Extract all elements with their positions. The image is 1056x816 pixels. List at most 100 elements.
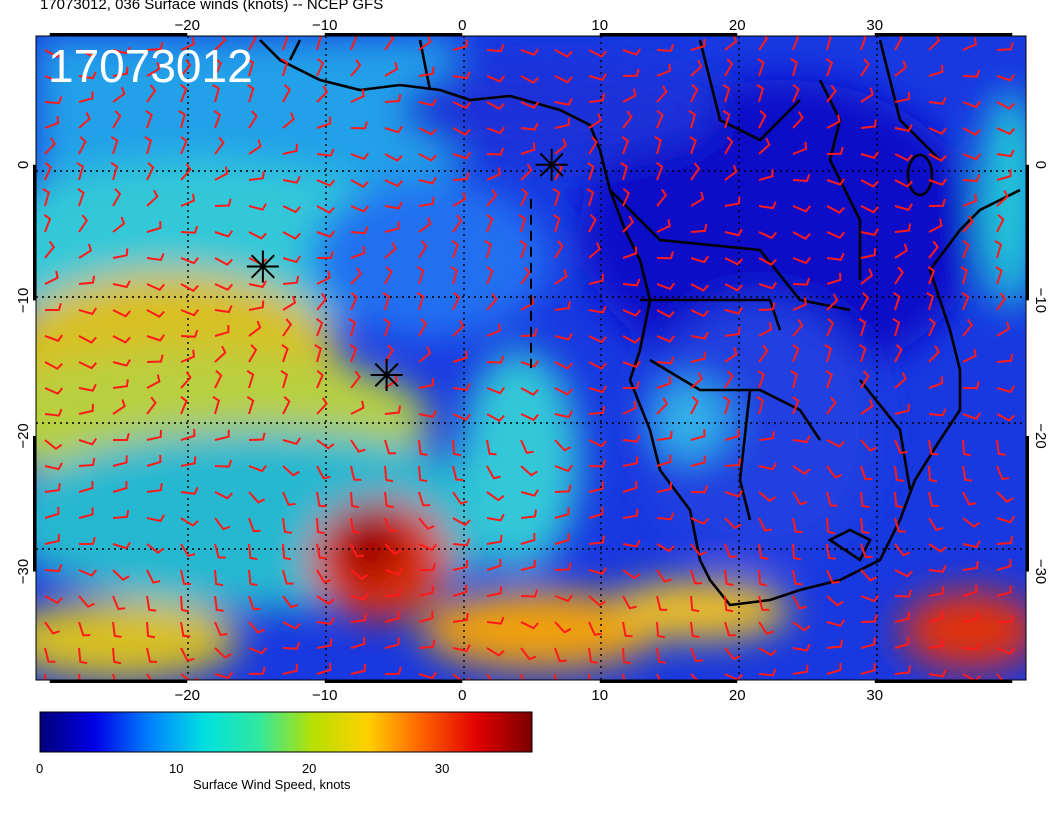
wind-barb (622, 508, 639, 519)
wind-barb (996, 535, 1014, 545)
wind-barb (214, 543, 226, 559)
wind-barb (588, 647, 599, 664)
wind-barb (43, 213, 52, 233)
wind-barb (928, 240, 939, 259)
wind-barb (928, 439, 939, 456)
wind-barb (112, 509, 130, 519)
wind-barb (656, 454, 672, 467)
wind-barb (146, 189, 159, 207)
wind-barb (690, 39, 706, 51)
wind-barb (214, 429, 230, 441)
wind-barb (656, 397, 669, 415)
wind-barb (928, 218, 943, 233)
wind-barb (214, 671, 233, 680)
wind-barb (894, 589, 913, 598)
wind-barb (724, 647, 741, 661)
wind-barb (996, 42, 1014, 51)
wind-barb (622, 595, 637, 610)
wind-barb (588, 535, 606, 545)
wind-barb (316, 595, 335, 605)
lon-tick-label-bottom: −10 (312, 687, 337, 704)
wind-barb (520, 188, 529, 207)
wind-barb (78, 507, 94, 519)
wind-barb (246, 395, 255, 415)
wind-barb (860, 151, 879, 159)
wind-barb (418, 176, 437, 185)
wind-barb (384, 405, 402, 415)
wind-barb (418, 346, 432, 363)
wind-barb (894, 124, 913, 132)
wind-barb (248, 280, 267, 289)
lat-tick-label-left: −30 (15, 559, 32, 584)
wind-barb (928, 317, 936, 337)
wind-barb (792, 231, 811, 240)
wind-barb (418, 378, 435, 389)
wind-barb (248, 320, 262, 337)
wind-barb (792, 664, 809, 675)
wind-barb (78, 647, 88, 665)
wind-barb (316, 662, 332, 675)
wind-barb (486, 213, 494, 233)
wind-barb (826, 84, 837, 103)
wind-barb (724, 58, 734, 77)
wind-barb (486, 413, 505, 422)
wind-barb (588, 506, 604, 519)
wind-barb (656, 430, 673, 441)
wind-barb (248, 569, 258, 587)
wind-barb (656, 85, 668, 103)
wind-barb (588, 113, 602, 129)
wind-barb (520, 559, 536, 571)
wind-barb (78, 112, 91, 129)
wind-barb (112, 647, 122, 665)
wind-barb (418, 196, 435, 207)
wind-barb (282, 231, 301, 240)
wind-barb (452, 465, 464, 481)
wind-barb (214, 491, 233, 500)
wind-barb (622, 480, 638, 493)
wind-barb (826, 272, 842, 285)
wind-barb (792, 343, 800, 363)
wind-barb (792, 297, 807, 311)
wind-barb (282, 621, 301, 630)
wind-barb (486, 101, 505, 110)
wind-barb (826, 36, 832, 51)
wind-barb (894, 179, 913, 188)
lon-tick-label-bottom: 10 (591, 687, 608, 704)
wind-barb (452, 517, 471, 527)
wind-barb (78, 403, 94, 415)
wind-barb (282, 112, 296, 129)
wind-barb (112, 66, 129, 77)
wind-barb (656, 647, 667, 664)
wind-barb (418, 491, 431, 507)
wind-barb (452, 214, 463, 233)
wind-barb (384, 125, 404, 134)
lon-tick-label-top: 20 (729, 17, 746, 34)
wind-barb (452, 127, 471, 136)
wind-barb (180, 595, 190, 613)
wind-barb (282, 295, 297, 311)
wind-barb (656, 335, 676, 343)
wind-barb (996, 73, 1016, 82)
wind-barb (758, 36, 769, 51)
wind-barb (656, 218, 671, 233)
wind-barb (214, 305, 233, 314)
wind-barb (180, 225, 199, 234)
wind-barb (180, 428, 196, 441)
wind-barb (656, 43, 675, 52)
wind-barb (656, 482, 673, 493)
wind-barb (44, 49, 63, 58)
wind-barb (928, 669, 947, 678)
wind-barb (146, 354, 164, 363)
wind-barb (860, 614, 878, 623)
wind-barb (350, 592, 369, 601)
wind-barb (350, 439, 366, 453)
wind-barb (316, 250, 334, 260)
wind-barb (384, 242, 397, 259)
colorbar-title: Surface Wind Speed, knots (193, 777, 351, 792)
wind-barb (246, 370, 255, 389)
wind-barb (962, 584, 978, 597)
frame-bar-right (1026, 435, 1029, 572)
wind-barb (656, 673, 661, 680)
wind-barb (860, 439, 877, 452)
wind-barb (214, 569, 224, 587)
